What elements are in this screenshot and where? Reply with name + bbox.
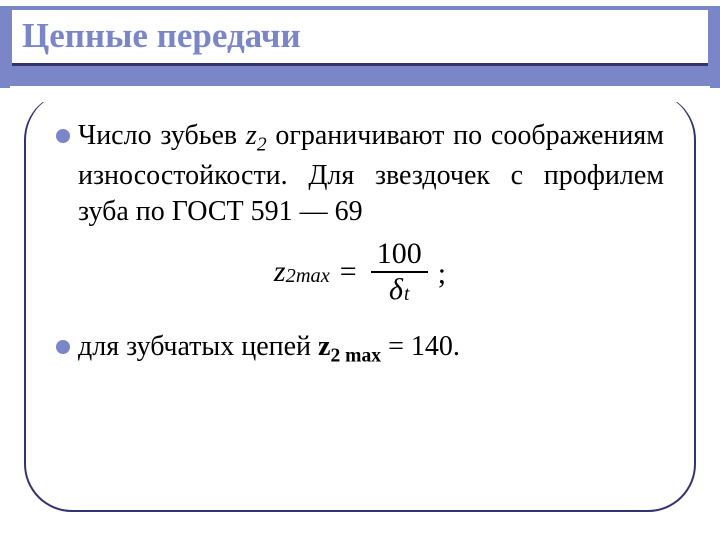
formula-numerator: 100 bbox=[371, 239, 428, 273]
bullet-item-2: для зубчатых цепей z2 max = 140. bbox=[56, 329, 664, 369]
formula-denom-sub: t bbox=[404, 285, 409, 305]
b2-eq-val: = 140. bbox=[381, 331, 460, 362]
formula-lhs-sub: 2max bbox=[286, 265, 330, 288]
formula-lhs-sub-num: 2 bbox=[286, 265, 296, 287]
bullet-dot-icon bbox=[56, 129, 70, 143]
bullet-item-1: Число зубьев z2 ограничивают по соображе… bbox=[56, 118, 664, 229]
bullet-dot-icon bbox=[56, 340, 70, 354]
bullet-text-1: Число зубьев z2 ограничивают по соображе… bbox=[78, 118, 664, 229]
formula-lhs-sub-word: max bbox=[296, 265, 330, 287]
b2-var-sub-num: 2 bbox=[330, 346, 340, 367]
b1-var: z bbox=[246, 120, 257, 151]
formula: z2max = 100 δt ; bbox=[274, 239, 446, 305]
bullet-text-2: для зубчатых цепей z2 max = 140. bbox=[78, 329, 664, 369]
b2-mid1: зубчатых цепей bbox=[119, 331, 318, 362]
b2-var-sub: 2 max bbox=[330, 346, 381, 367]
slide-title: Цепные передачи bbox=[22, 16, 301, 56]
b1-var-sub: 2 bbox=[257, 135, 267, 156]
b2-lead: для bbox=[78, 331, 119, 362]
formula-row: z2max = 100 δt ; bbox=[56, 239, 664, 305]
formula-eq: = bbox=[340, 255, 357, 289]
formula-denom-var: δ bbox=[389, 275, 403, 305]
frame-top-mask bbox=[10, 86, 710, 102]
formula-fraction: 100 δt bbox=[371, 239, 428, 305]
b2-var: z bbox=[318, 331, 330, 362]
b2-var-sub-word: max bbox=[340, 346, 381, 367]
formula-trail: ; bbox=[438, 257, 446, 291]
content-frame: Число зубьев z2 ограничивают по соображе… bbox=[24, 92, 696, 512]
b1-lead: Число bbox=[78, 120, 152, 151]
b1-mid1: зубьев bbox=[152, 120, 246, 151]
formula-denominator: δt bbox=[389, 273, 409, 305]
formula-lhs-var: z bbox=[274, 255, 286, 289]
